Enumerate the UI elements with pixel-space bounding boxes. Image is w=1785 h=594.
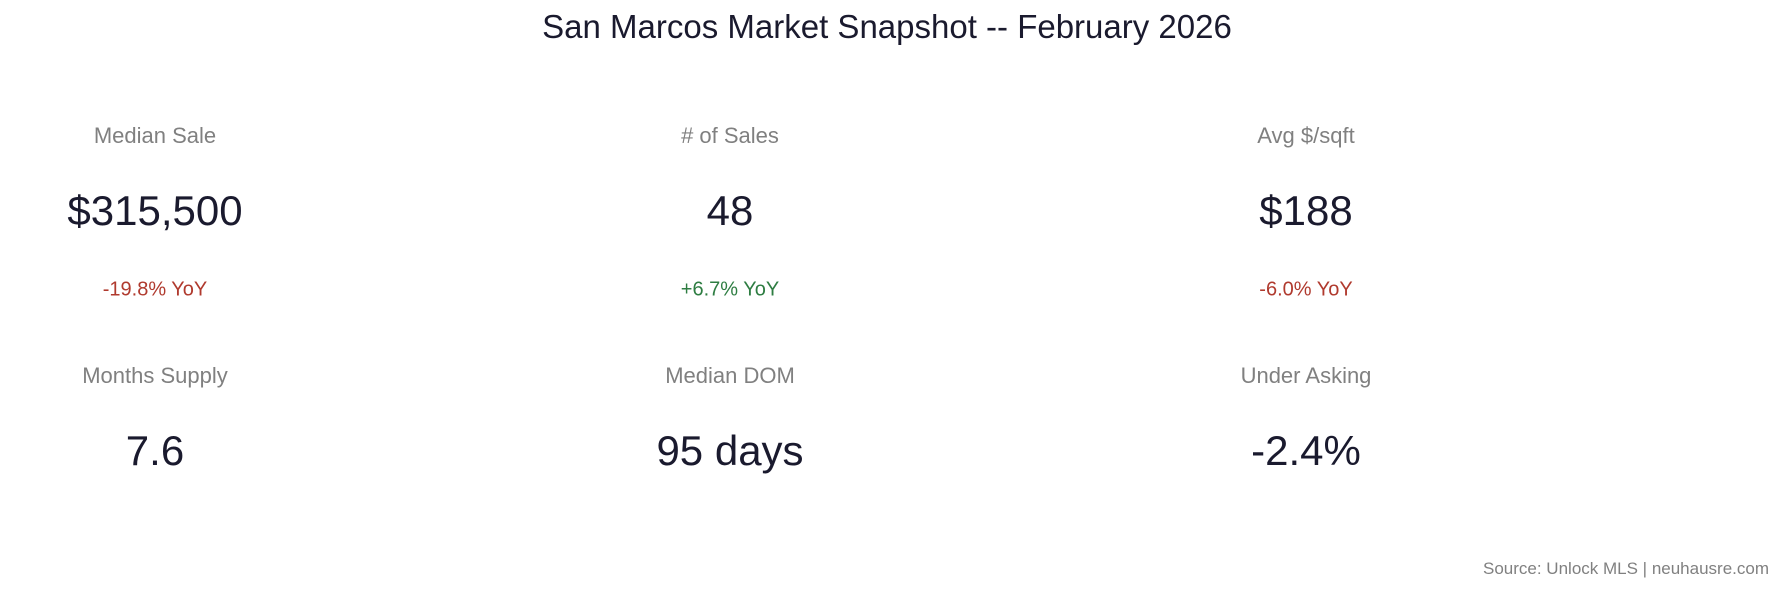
metric-yoy-avg-ppsf: -6.0% YoY [1259,278,1353,301]
metric-label-under-asking: Under Asking [1240,363,1372,388]
metric-value-avg-ppsf: $188 [1259,187,1353,234]
metric-value-num-sales: 48 [706,187,754,234]
metric-label-avg-ppsf: Avg $/sqft [1257,123,1355,148]
metric-label-months-supply: Months Supply [82,363,228,388]
metric-value-months-supply: 7.6 [125,427,185,474]
metric-label-median-sale: Median Sale [93,123,217,148]
source-note: Source: Unlock MLS | neuhausre.com [1483,559,1769,578]
metric-value-median-dom: 95 days [656,427,804,474]
metric-label-median-dom: Median DOM [665,363,795,388]
metric-yoy-median-sale: -19.8% YoY [102,278,208,301]
metric-yoy-num-sales: +6.7% YoY [680,278,780,301]
metric-value-under-asking: -2.4% [1251,427,1361,474]
metric-value-median-sale: $315,500 [67,187,243,234]
metric-label-num-sales: # of Sales [681,123,779,148]
page-title: San Marcos Market Snapshot -- February 2… [542,8,1232,45]
